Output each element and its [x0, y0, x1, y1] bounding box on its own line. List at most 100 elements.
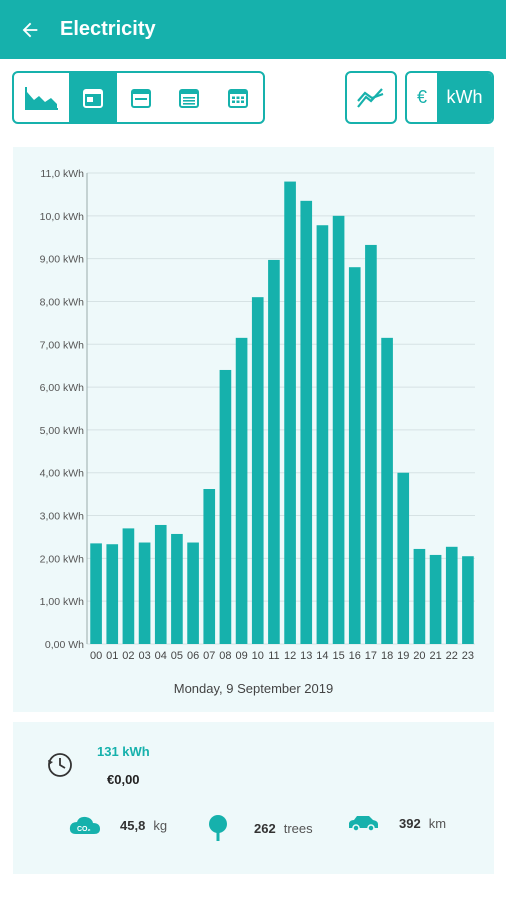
clock-history-icon	[48, 753, 72, 777]
bar-hour-09[interactable]	[235, 337, 248, 644]
bar-hour-17[interactable]	[365, 244, 377, 644]
line-chart-icon	[357, 87, 384, 108]
bar-hour-13[interactable]	[300, 200, 313, 644]
x-tick-label: 05	[171, 650, 183, 662]
y-tick-label: 6,00 kWh	[40, 382, 85, 394]
y-tick-label: 5,00 kWh	[40, 425, 85, 437]
tree-icon	[209, 815, 227, 841]
co2-unit: kg	[153, 817, 168, 833]
x-tick-label: 12	[284, 650, 296, 662]
car-stat: 392 km	[347, 814, 446, 832]
bar-hour-07[interactable]	[203, 488, 216, 644]
arrow-left-icon	[22, 22, 38, 37]
x-tick-label: 23	[462, 650, 474, 662]
x-tick-label: 06	[187, 650, 199, 662]
total-kwh: 131 kWh	[97, 744, 150, 759]
bar-hour-22[interactable]	[445, 546, 458, 644]
trees-value: 262	[254, 820, 276, 836]
x-tick-label: 04	[155, 650, 167, 662]
x-tick-label: 03	[138, 650, 150, 662]
period-selector	[12, 71, 265, 124]
co2-cloud-icon: CO₂	[69, 816, 100, 834]
bar-hour-19[interactable]	[397, 472, 410, 644]
x-tick-label: 09	[235, 650, 247, 662]
trees-stat: 262 trees	[206, 814, 313, 842]
x-tick-label: 10	[252, 650, 264, 662]
calendar-day-icon	[83, 88, 103, 108]
calendar-week-icon	[131, 88, 151, 108]
car-icon	[349, 816, 378, 832]
x-tick-label: 01	[106, 650, 118, 662]
x-tick-label: 19	[397, 650, 409, 662]
bar-hour-18[interactable]	[381, 337, 393, 644]
view-week-button[interactable]	[117, 73, 165, 122]
bar-hour-03[interactable]	[138, 542, 151, 644]
trees-unit: trees	[283, 820, 313, 836]
view-day-button[interactable]	[69, 73, 117, 122]
unit-kwh-button[interactable]: kWh	[437, 73, 492, 122]
back-button[interactable]	[0, 0, 60, 59]
area-chart-icon	[24, 86, 58, 110]
co2-value: 45,8	[120, 817, 146, 833]
total-cost: €0,00	[107, 772, 140, 787]
y-tick-label: 8,00 kWh	[40, 296, 85, 308]
bar-hour-12[interactable]	[284, 181, 296, 644]
bar-hour-21[interactable]	[429, 554, 442, 644]
compare-toggle	[345, 71, 397, 124]
x-tick-label: 17	[365, 650, 377, 662]
svg-text:CO₂: CO₂	[77, 826, 91, 833]
x-tick-label: 21	[429, 650, 441, 662]
bar-hour-02[interactable]	[122, 528, 135, 644]
summary-card: 131 kWh €0,00 CO₂ 45,8 kg 262 trees 392 …	[13, 722, 494, 874]
hourly-bar-chart: 0,00 Wh 1,00 kWh 2,00 kWh 3,00 kWh 4,00 kWh 5…	[40, 168, 475, 662]
chart-date-label: Monday, 9 September 2019	[173, 681, 334, 696]
bar-hour-05[interactable]	[171, 533, 183, 644]
bar-hour-23[interactable]	[462, 556, 474, 644]
x-tick-label: 18	[381, 650, 393, 662]
car-unit: km	[428, 815, 447, 831]
bar-hour-06[interactable]	[187, 542, 199, 644]
car-value: 392	[399, 815, 421, 831]
x-tick-label: 20	[413, 650, 425, 662]
bar-hour-04[interactable]	[154, 524, 167, 644]
bar-hour-16[interactable]	[348, 267, 361, 644]
x-tick-label: 08	[219, 650, 231, 662]
calendar-month-icon	[179, 88, 199, 108]
chart-card: 0,00 Wh 1,00 kWh 2,00 kWh 3,00 kWh 4,00 kWh 5…	[13, 147, 494, 712]
unit-selector: € kWh	[405, 71, 494, 124]
x-tick-label: 00	[90, 650, 102, 662]
bar-hour-14[interactable]	[316, 225, 329, 644]
bar-hour-20[interactable]	[413, 548, 426, 644]
app-bar: Electricity	[0, 0, 506, 59]
x-tick-label: 15	[332, 650, 344, 662]
view-month-button[interactable]	[165, 73, 213, 122]
x-tick-label: 11	[268, 650, 279, 662]
unit-euro-button[interactable]: €	[416, 87, 427, 107]
bar-hour-00[interactable]	[90, 543, 102, 644]
bar-hour-10[interactable]	[251, 297, 264, 644]
view-year-button[interactable]	[213, 73, 263, 122]
y-tick-label: 9,00 kWh	[40, 254, 85, 266]
y-tick-label: 2,00 kWh	[40, 553, 85, 565]
y-tick-label: 4,00 kWh	[40, 468, 85, 480]
y-tick-label: 10,0 kWh	[40, 211, 85, 223]
x-tick-label: 22	[446, 650, 458, 662]
y-tick-label: 3,00 kWh	[40, 511, 85, 523]
page-title: Electricity	[60, 18, 156, 40]
co2-stat: CO₂ 45,8 kg	[68, 814, 167, 836]
bar-hour-08[interactable]	[219, 369, 232, 644]
x-tick-label: 16	[349, 650, 361, 662]
bar-hour-11[interactable]	[268, 259, 280, 644]
y-tick-label: 11,0 kWh	[40, 168, 84, 180]
toolbar: € kWh	[12, 71, 494, 124]
y-tick-label: 7,00 kWh	[40, 339, 85, 351]
y-tick-label: 1,00 kWh	[40, 596, 85, 608]
bar-hour-15[interactable]	[332, 215, 345, 644]
calendar-year-icon	[228, 88, 248, 108]
compare-button[interactable]	[347, 73, 395, 122]
x-tick-label: 14	[316, 650, 328, 662]
bar-hour-01[interactable]	[106, 544, 119, 644]
x-tick-label: 02	[122, 650, 134, 662]
x-tick-label: 07	[203, 650, 215, 662]
view-area-chart-button[interactable]	[14, 73, 69, 122]
